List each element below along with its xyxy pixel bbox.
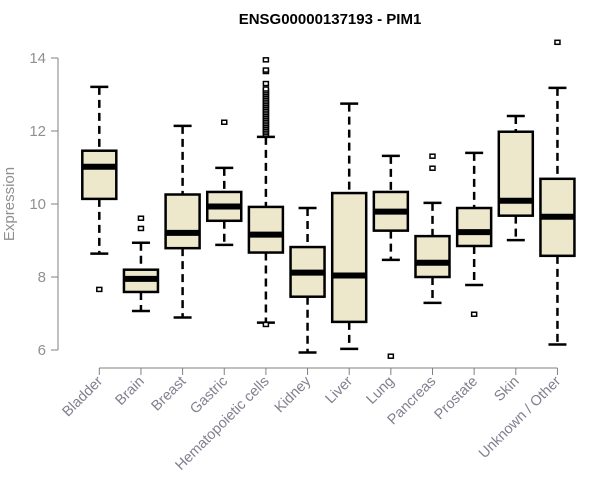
box-breast (164, 124, 201, 319)
y-axis: 6 8 10 12 14 (29, 50, 59, 359)
box-bladder (81, 85, 118, 293)
y-tick-label: 8 (38, 269, 46, 286)
box-kidney (289, 206, 326, 354)
box-iqr (330, 191, 368, 324)
outlier-point (137, 225, 145, 232)
outlier-point (554, 39, 561, 46)
box-gastric (206, 119, 243, 247)
outlier-point (262, 86, 270, 92)
y-tick-label: 6 (38, 342, 46, 359)
box-hematopoietic-cells (247, 57, 285, 328)
box-iqr (247, 205, 285, 254)
box-skin (497, 114, 535, 242)
outlier-point (429, 153, 436, 159)
outlier-point (221, 119, 228, 125)
x-tick-label: Liver (322, 373, 356, 407)
x-tick-label: Brain (113, 374, 148, 409)
box-brain (122, 215, 160, 313)
boxes (81, 39, 576, 359)
y-axis-label: Expression (1, 167, 18, 241)
outlier-point (262, 57, 270, 63)
chart-title: ENSG00000137193 - PIM1 (239, 11, 422, 28)
box-prostate (455, 151, 493, 317)
box-pancreas (414, 153, 451, 305)
box-iqr (414, 234, 451, 279)
box-liver (330, 102, 368, 351)
box-iqr (455, 206, 493, 248)
x-tick-label: Breast (148, 374, 189, 415)
outlier-point (387, 353, 395, 359)
outlier-point (137, 215, 145, 221)
x-tick-label: Prostate (431, 374, 480, 423)
outlier-point (470, 311, 478, 317)
outlier-point (262, 321, 270, 328)
y-tick-label: 10 (29, 196, 46, 213)
y-tick-label: 12 (29, 123, 46, 140)
x-tick-label: Lung (364, 374, 398, 408)
box-lung (372, 154, 410, 359)
box-iqr (81, 149, 118, 201)
outlier-point (262, 67, 270, 73)
outlier-point (429, 165, 436, 171)
outlier-point (96, 286, 103, 293)
outlier-point (262, 80, 270, 87)
box-unknown-other (539, 39, 576, 346)
x-tick-label: Skin (491, 374, 522, 405)
x-tick-label: Bladder (59, 373, 106, 420)
x-tick-label: Kidney (272, 373, 315, 416)
box-iqr (164, 193, 201, 250)
y-tick-label: 14 (29, 50, 46, 67)
